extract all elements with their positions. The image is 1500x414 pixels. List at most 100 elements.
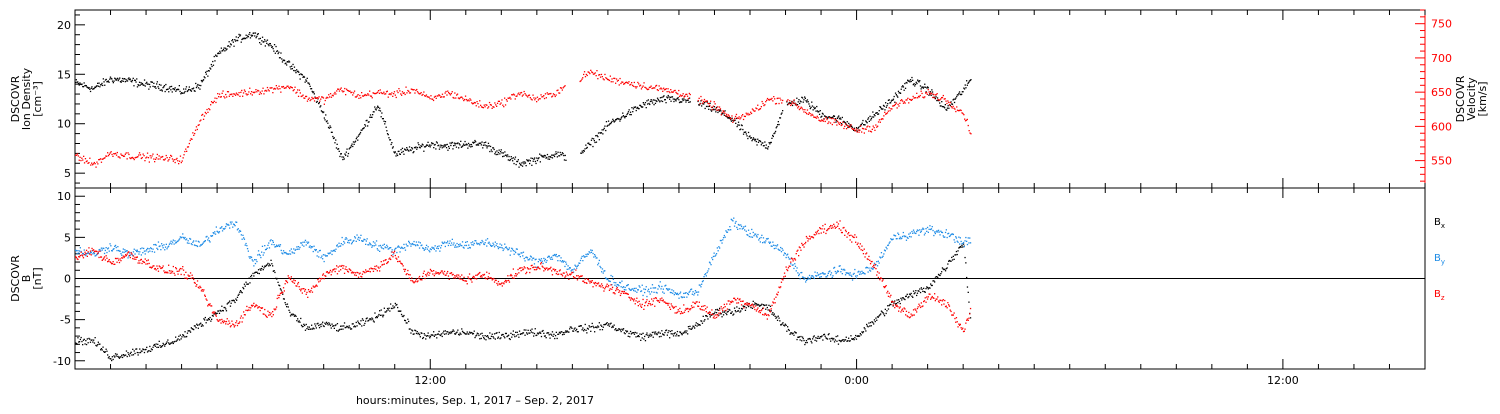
bx-point bbox=[492, 336, 493, 337]
bx-point bbox=[253, 275, 254, 276]
velocity-point bbox=[633, 86, 634, 87]
density-point bbox=[164, 85, 165, 86]
density-point bbox=[475, 141, 476, 142]
density-point bbox=[376, 109, 377, 110]
velocity-point bbox=[222, 93, 223, 94]
bx-point bbox=[116, 354, 117, 355]
density-point bbox=[904, 83, 905, 84]
bz-point bbox=[345, 269, 346, 270]
velocity-point bbox=[905, 102, 906, 103]
bx-point bbox=[116, 355, 117, 356]
velocity-point bbox=[183, 157, 184, 158]
by-point bbox=[104, 253, 105, 254]
density-point bbox=[847, 121, 848, 122]
bz-point bbox=[299, 289, 300, 290]
density-point bbox=[168, 91, 169, 92]
by-point bbox=[898, 234, 899, 235]
by-point bbox=[148, 251, 149, 252]
bx-point bbox=[317, 323, 318, 324]
by-point bbox=[459, 246, 460, 247]
bx-point bbox=[177, 338, 178, 339]
bx-point bbox=[162, 345, 163, 346]
bx-point bbox=[957, 254, 958, 255]
bz-point bbox=[148, 259, 149, 260]
velocity-point bbox=[824, 118, 825, 119]
bz-point bbox=[269, 312, 270, 313]
density-point bbox=[248, 34, 249, 35]
by-point bbox=[889, 241, 890, 242]
bx-point bbox=[847, 340, 848, 341]
bz-point bbox=[321, 278, 322, 279]
density-point bbox=[771, 142, 772, 143]
bx-point bbox=[423, 337, 424, 338]
density-point bbox=[511, 156, 512, 157]
velocity-point bbox=[951, 106, 952, 107]
density-point bbox=[299, 74, 300, 75]
velocity-point bbox=[197, 129, 198, 130]
bx-point bbox=[590, 331, 591, 332]
bz-point bbox=[224, 321, 225, 322]
by-point bbox=[643, 288, 644, 289]
velocity-point bbox=[138, 154, 139, 155]
density-point bbox=[484, 144, 485, 145]
density-point bbox=[205, 72, 206, 73]
density-point bbox=[642, 106, 643, 107]
density-point bbox=[491, 151, 492, 152]
velocity-point bbox=[488, 106, 489, 107]
by-point bbox=[423, 248, 424, 249]
velocity-point bbox=[171, 156, 172, 157]
velocity-point bbox=[771, 98, 772, 99]
velocity-point bbox=[523, 94, 524, 95]
by-point bbox=[829, 270, 830, 271]
bz-point bbox=[225, 323, 226, 324]
velocity-point bbox=[215, 102, 216, 103]
density-point bbox=[918, 81, 919, 82]
bz-point bbox=[109, 259, 110, 260]
density-point bbox=[408, 150, 409, 151]
bz-point bbox=[122, 257, 123, 258]
density-point bbox=[186, 86, 187, 87]
density-point bbox=[104, 85, 105, 86]
by-point bbox=[632, 288, 633, 289]
by-point bbox=[646, 286, 647, 287]
density-point bbox=[592, 146, 593, 147]
bx-point bbox=[649, 335, 650, 336]
bx-point bbox=[772, 312, 773, 313]
by-point bbox=[842, 273, 843, 274]
density-point bbox=[745, 131, 746, 132]
bx-point bbox=[157, 344, 158, 345]
by-point bbox=[115, 245, 116, 246]
density-point bbox=[489, 151, 490, 152]
bx-point bbox=[355, 326, 356, 327]
by-point bbox=[77, 253, 78, 254]
density-point bbox=[914, 85, 915, 86]
velocity-point bbox=[286, 87, 287, 88]
bz-point bbox=[159, 266, 160, 267]
by-point bbox=[372, 245, 373, 246]
bx-point bbox=[137, 352, 138, 353]
by-point bbox=[854, 269, 855, 270]
velocity-point bbox=[127, 152, 128, 153]
density-point bbox=[324, 119, 325, 120]
velocity-point bbox=[357, 95, 358, 96]
bz-point bbox=[192, 277, 193, 278]
density-point bbox=[459, 144, 460, 145]
bz-point bbox=[176, 268, 177, 269]
by-point bbox=[85, 255, 86, 256]
bx-point bbox=[447, 331, 448, 332]
bx-point bbox=[384, 308, 385, 309]
by-point bbox=[950, 235, 951, 236]
velocity-point bbox=[554, 94, 555, 95]
density-point bbox=[754, 140, 755, 141]
velocity-point bbox=[398, 88, 399, 89]
by-point bbox=[356, 241, 357, 242]
bx-point bbox=[916, 295, 917, 296]
velocity-point bbox=[392, 96, 393, 97]
velocity-point bbox=[91, 163, 92, 164]
velocity-point bbox=[104, 157, 105, 158]
by-point bbox=[137, 250, 138, 251]
bx-point bbox=[93, 340, 94, 341]
velocity-point bbox=[738, 118, 739, 119]
bx-point bbox=[911, 293, 912, 294]
